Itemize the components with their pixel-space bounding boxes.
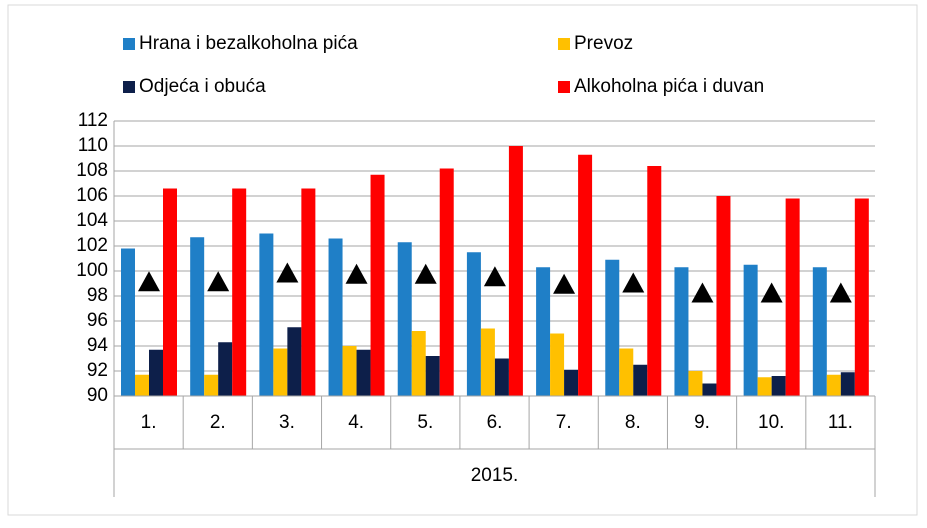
legend-label: Hrana i bezalkoholna pića bbox=[139, 33, 358, 54]
x-tick-label: 8. bbox=[625, 412, 641, 433]
bar bbox=[564, 369, 579, 396]
y-tick-label: 110 bbox=[78, 135, 108, 156]
x-tick-label: 3. bbox=[279, 412, 295, 433]
marker bbox=[207, 271, 230, 292]
bar bbox=[411, 331, 426, 396]
y-tick-label: 100 bbox=[76, 260, 108, 281]
bar bbox=[190, 237, 205, 396]
y-tick-label: 94 bbox=[87, 335, 109, 356]
bar bbox=[287, 327, 302, 396]
x-tick-label: 6. bbox=[487, 412, 503, 433]
bar bbox=[439, 168, 454, 396]
bar bbox=[397, 242, 412, 396]
x-tick-label: 7. bbox=[556, 412, 572, 433]
bar bbox=[218, 342, 233, 396]
bar bbox=[688, 371, 703, 396]
marker bbox=[760, 282, 783, 303]
bar bbox=[494, 358, 509, 396]
legend-swatch bbox=[123, 81, 135, 93]
x-tick-label: 2. bbox=[210, 412, 226, 433]
y-tick-label: 90 bbox=[87, 385, 108, 406]
marker bbox=[483, 266, 506, 287]
bar bbox=[163, 188, 177, 396]
legend-label: Prevoz bbox=[574, 33, 633, 54]
bar bbox=[536, 267, 551, 396]
x-tick-label: 9. bbox=[694, 412, 710, 433]
x-tick-label: 10. bbox=[758, 412, 784, 433]
bar bbox=[619, 348, 634, 396]
y-tick-label: 106 bbox=[76, 185, 108, 206]
bar bbox=[716, 196, 731, 396]
bar bbox=[605, 259, 620, 396]
bar bbox=[785, 198, 800, 396]
marker bbox=[138, 271, 160, 292]
marker bbox=[276, 262, 299, 283]
bar bbox=[840, 372, 855, 396]
bar bbox=[356, 349, 371, 396]
bar bbox=[578, 154, 593, 396]
legend-swatch bbox=[558, 81, 570, 93]
bar bbox=[342, 346, 357, 396]
bar bbox=[259, 233, 274, 396]
marker bbox=[414, 263, 437, 284]
bar bbox=[370, 174, 385, 396]
marker bbox=[553, 273, 576, 294]
bar bbox=[466, 252, 481, 396]
x-tick-label: 11. bbox=[828, 412, 853, 433]
bar bbox=[826, 374, 841, 396]
bar bbox=[232, 188, 247, 396]
bar bbox=[647, 166, 662, 396]
group-label: 2015. bbox=[471, 465, 519, 486]
y-tick-label: 108 bbox=[76, 160, 108, 181]
x-tick-label: 4. bbox=[348, 412, 364, 433]
bar bbox=[757, 377, 772, 396]
bar bbox=[550, 333, 565, 396]
bar bbox=[273, 348, 288, 396]
x-tick-label: 1. bbox=[141, 412, 157, 433]
marker bbox=[691, 282, 714, 303]
legend-swatch bbox=[558, 38, 570, 50]
bar bbox=[854, 198, 869, 396]
bar bbox=[743, 264, 758, 396]
bar bbox=[480, 328, 495, 396]
bar bbox=[149, 349, 163, 396]
bar bbox=[633, 364, 648, 396]
bar bbox=[702, 383, 717, 396]
bar bbox=[135, 374, 149, 396]
y-tick-label: 98 bbox=[87, 285, 108, 306]
marker bbox=[622, 272, 645, 293]
chart-border bbox=[7, 4, 918, 516]
y-tick-label: 92 bbox=[87, 360, 108, 381]
y-tick-label: 102 bbox=[76, 235, 108, 256]
marker bbox=[345, 263, 368, 284]
y-tick-label: 104 bbox=[76, 210, 108, 231]
bar bbox=[204, 374, 219, 396]
legend-label: Odjeća i obuća bbox=[139, 76, 266, 97]
marker bbox=[829, 282, 852, 303]
bar bbox=[674, 267, 689, 396]
bar bbox=[812, 267, 827, 396]
bar bbox=[508, 146, 523, 396]
y-tick-label: 96 bbox=[87, 310, 108, 331]
bar bbox=[328, 238, 343, 396]
bar bbox=[771, 376, 786, 396]
legend-label: Alkoholna pića i duvan bbox=[574, 76, 764, 97]
y-tick-label: 112 bbox=[78, 110, 108, 131]
legend-swatch bbox=[123, 38, 135, 50]
x-tick-label: 5. bbox=[417, 412, 433, 433]
bar bbox=[121, 248, 135, 396]
bar bbox=[301, 188, 316, 396]
bar bbox=[425, 356, 440, 396]
